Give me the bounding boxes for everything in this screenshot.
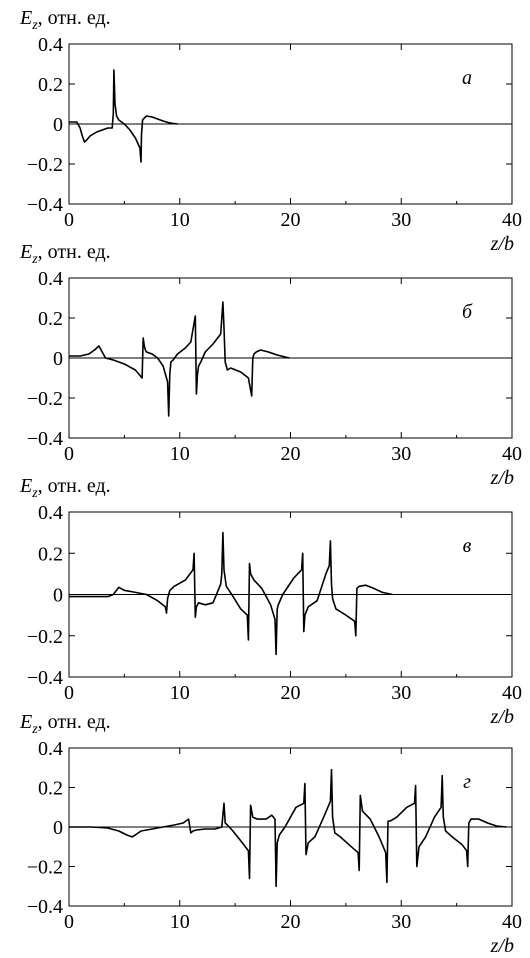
y-tick-label: −0.2 <box>27 857 63 879</box>
x-tick-label: 20 <box>281 682 301 704</box>
x-tick-label: 40 <box>502 911 522 933</box>
y-tick-label: −0.4 <box>27 428 63 450</box>
y-tick-label: −0.2 <box>27 154 63 176</box>
x-tick-label: 30 <box>391 443 411 465</box>
x-tick-label: 20 <box>281 443 301 465</box>
y-tick-label: −0.2 <box>27 388 63 410</box>
y-tick-label: 0 <box>53 817 63 839</box>
y-tick-label: −0.4 <box>27 194 63 216</box>
x-tick-label: 0 <box>64 209 74 231</box>
y-axis-subscript: z <box>31 18 38 33</box>
y-tick-label: 0 <box>53 348 63 370</box>
y-axis-subscript: z <box>31 486 38 501</box>
x-tick-label: 0 <box>64 911 74 933</box>
y-tick-label: 0 <box>53 114 63 136</box>
y-axis-title: Ez, отн. ед. <box>19 475 111 501</box>
y-tick-label: −0.4 <box>27 667 63 689</box>
panel-letter: а <box>462 67 472 89</box>
y-tick-label: 0.4 <box>38 502 63 524</box>
x-tick-label: 10 <box>170 443 190 465</box>
x-tick-label: 40 <box>502 682 522 704</box>
y-axis-symbol: E <box>19 475 32 497</box>
x-tick-label: 10 <box>170 911 190 933</box>
y-tick-label: 0.2 <box>38 543 63 565</box>
x-tick-label: 20 <box>281 209 301 231</box>
series-line <box>69 531 393 656</box>
y-tick-label: 0.4 <box>38 738 63 760</box>
y-axis-title: Ez, отн. ед. <box>19 7 111 33</box>
series-line <box>69 69 178 163</box>
x-tick-label: 30 <box>391 209 411 231</box>
x-tick-label: 40 <box>502 443 522 465</box>
panel-1: 0 10 20 30 40−0.4−0.200.20.4Ez, отн. ед.z/bб <box>19 241 522 489</box>
x-tick-label: 30 <box>391 911 411 933</box>
y-tick-label: 0.2 <box>38 778 63 800</box>
x-tick-label: 20 <box>281 911 301 933</box>
y-axis-unit: , отн. ед. <box>38 711 111 733</box>
y-tick-label: 0 <box>53 585 63 607</box>
panel-3: 0 10 20 30 40−0.4−0.200.20.4Ez, отн. ед.z/bг <box>19 711 522 957</box>
x-tick-label: 0 <box>64 443 74 465</box>
series-line <box>69 768 507 888</box>
x-tick-label: 40 <box>502 209 522 231</box>
x-tick-label: 0 <box>64 682 74 704</box>
x-axis-title: z/b <box>490 467 514 489</box>
y-axis-unit: , отн. ед. <box>38 241 111 263</box>
x-tick-label: 30 <box>391 682 411 704</box>
x-axis-title: z/b <box>490 706 514 728</box>
y-axis-symbol: E <box>19 711 32 733</box>
y-tick-label: 0.4 <box>38 268 63 290</box>
y-axis-title: Ez, отн. ед. <box>19 241 111 267</box>
series-line <box>69 301 290 417</box>
panel-2: 0 10 20 30 40−0.4−0.200.20.4Ez, отн. ед.z/bв <box>19 475 522 728</box>
y-tick-label: 0.4 <box>38 34 63 56</box>
y-axis-symbol: E <box>19 241 32 263</box>
y-tick-label: 0.2 <box>38 308 63 330</box>
y-axis-unit: , отн. ед. <box>38 7 111 29</box>
y-axis-subscript: z <box>31 252 38 267</box>
y-tick-label: −0.4 <box>27 896 63 918</box>
x-axis-title: z/b <box>490 233 514 255</box>
x-tick-label: 10 <box>170 209 190 231</box>
panel-0: 0 10 20 30 40−0.4−0.200.20.4Ez, отн. ед.z/bа <box>19 7 522 255</box>
y-axis-unit: , отн. ед. <box>38 475 111 497</box>
panel-letter: г <box>463 771 471 793</box>
y-axis-title: Ez, отн. ед. <box>19 711 111 737</box>
panel-letter: б <box>462 301 473 323</box>
y-tick-label: −0.2 <box>27 626 63 648</box>
x-axis-title: z/b <box>490 935 514 957</box>
panel-letter: в <box>463 535 472 557</box>
y-tick-label: 0.2 <box>38 74 63 96</box>
x-tick-label: 10 <box>170 682 190 704</box>
y-axis-subscript: z <box>31 722 38 737</box>
y-axis-symbol: E <box>19 7 32 29</box>
